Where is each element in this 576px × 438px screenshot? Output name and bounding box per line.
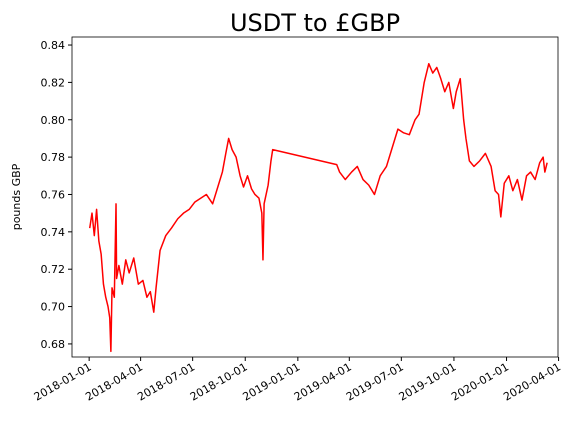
y-tick-label: 0.78 bbox=[41, 151, 66, 164]
price-line bbox=[88, 62, 548, 353]
y-tick-label: 0.76 bbox=[41, 188, 66, 201]
chart-title: USDT to £GBP bbox=[230, 9, 400, 37]
y-axis-label: pounds GBP bbox=[10, 163, 23, 230]
plot-frame bbox=[71, 36, 559, 358]
y-tick-label: 0.84 bbox=[41, 39, 66, 52]
y-tick-label: 0.82 bbox=[41, 76, 66, 89]
y-tick-label: 0.74 bbox=[41, 226, 66, 239]
y-tick-label: 0.80 bbox=[41, 114, 66, 127]
y-tick-label: 0.70 bbox=[41, 301, 66, 314]
y-tick-label: 0.68 bbox=[41, 338, 66, 351]
y-tick-label: 0.72 bbox=[41, 263, 66, 276]
